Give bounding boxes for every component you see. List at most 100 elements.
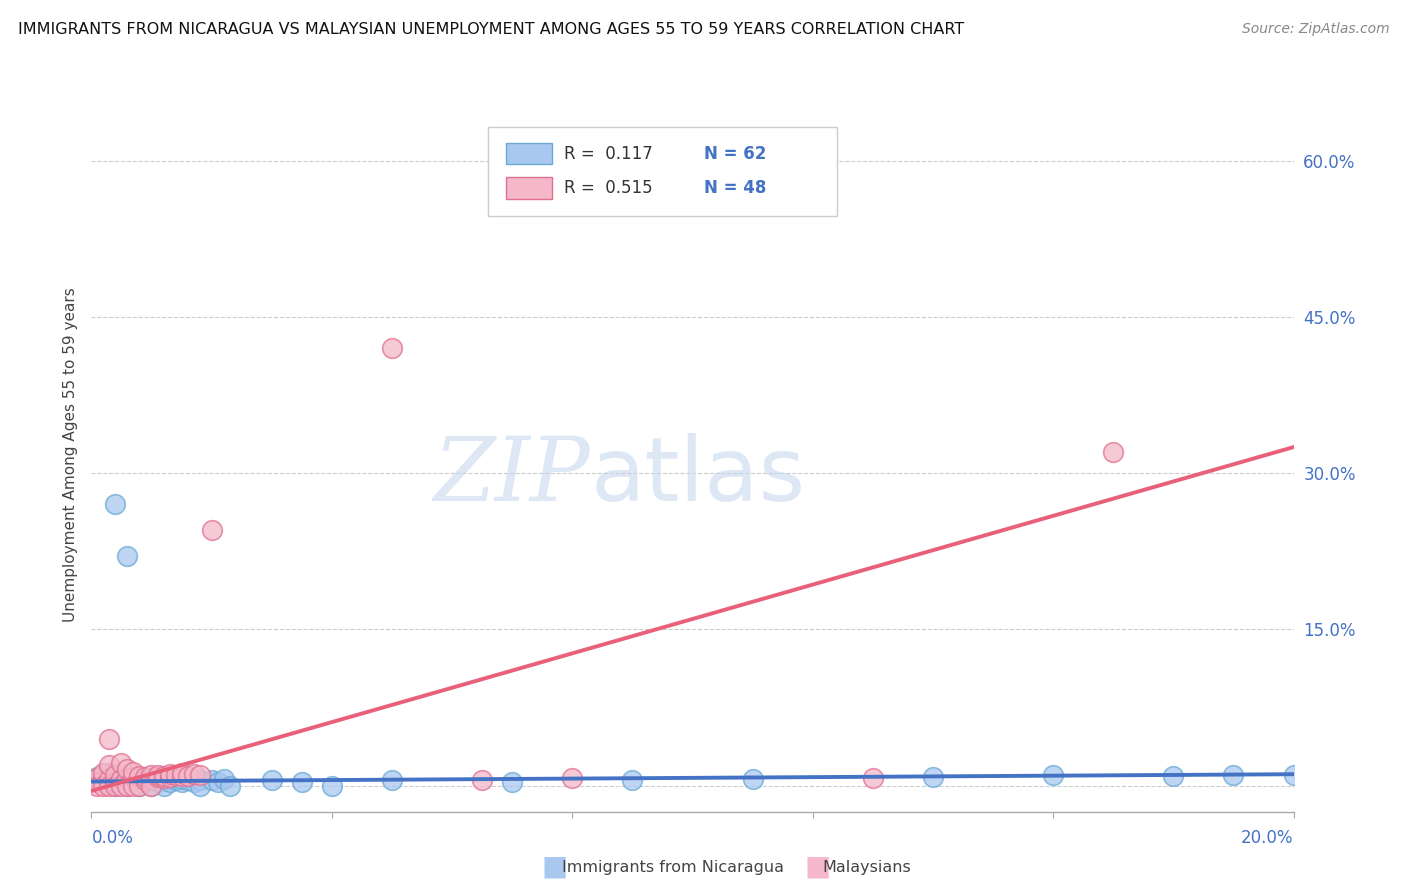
Point [152,769,174,783]
Point [110,772,132,786]
Point [621,773,644,788]
Point [86,770,108,784]
Point [291,774,314,789]
Point [159,774,181,789]
Point [98,731,121,746]
Point [117,762,139,776]
Point [170,766,193,780]
Text: atlas: atlas [591,433,806,520]
Point [381,341,404,355]
Point [134,774,156,789]
Point [321,779,343,793]
Point [134,770,156,784]
Point [93,779,115,793]
Y-axis label: Unemployment Among Ages 55 to 59 years: Unemployment Among Ages 55 to 59 years [62,287,77,623]
Point [86,772,108,786]
Point [1161,769,1184,783]
Point [381,773,404,788]
Point [741,195,763,210]
Point [98,772,121,787]
Text: R =  0.515: R = 0.515 [564,179,652,197]
Point [152,773,174,788]
Point [98,779,121,793]
Point [159,772,181,787]
Text: Immigrants from Nicaragua: Immigrants from Nicaragua [562,860,785,874]
Point [170,769,193,783]
Point [212,772,235,787]
Text: ■: ■ [541,853,568,881]
Point [104,775,127,789]
Point [501,774,523,789]
Point [104,497,127,511]
Point [93,766,115,780]
Text: N = 48: N = 48 [704,179,766,197]
Point [110,773,132,788]
Point [201,773,224,788]
Text: Malaysians: Malaysians [823,860,911,874]
Point [128,772,150,786]
Point [98,766,121,780]
Point [141,779,163,793]
Point [128,772,150,787]
Point [159,767,181,781]
Text: 0.0%: 0.0% [91,829,134,847]
Point [93,768,115,782]
Point [93,773,115,788]
Point [1282,768,1305,782]
Point [98,757,121,772]
Point [141,772,163,787]
Point [117,774,139,789]
Text: Source: ZipAtlas.com: Source: ZipAtlas.com [1241,22,1389,37]
Text: N = 62: N = 62 [704,145,766,162]
Point [110,772,132,787]
FancyBboxPatch shape [488,127,837,216]
Point [170,774,193,789]
Point [146,770,169,784]
Point [104,769,127,783]
Point [260,773,283,788]
Point [922,770,945,784]
Text: IMMIGRANTS FROM NICARAGUA VS MALAYSIAN UNEMPLOYMENT AMONG AGES 55 TO 59 YEARS CO: IMMIGRANTS FROM NICARAGUA VS MALAYSIAN U… [18,22,965,37]
Point [122,774,145,789]
Point [104,768,127,782]
Point [146,772,169,786]
Point [141,773,163,788]
Point [471,773,494,788]
Point [98,774,121,789]
Point [183,767,205,781]
Point [117,772,139,787]
Point [110,768,132,782]
Point [218,779,240,793]
Point [165,773,187,788]
Point [128,779,150,793]
Text: ZIP: ZIP [433,433,591,520]
Point [201,524,224,538]
Point [110,774,132,789]
Point [146,768,169,782]
Point [117,779,139,793]
Point [86,774,108,789]
Point [104,779,127,793]
Point [159,770,181,784]
Text: 20.0%: 20.0% [1241,829,1294,847]
Point [86,779,108,793]
Point [93,772,115,787]
FancyBboxPatch shape [506,143,551,164]
Point [93,775,115,789]
Point [183,774,205,789]
Point [165,772,187,786]
Point [98,772,121,787]
Point [862,772,884,786]
Point [122,770,145,784]
Point [104,774,127,789]
Point [741,772,763,787]
Point [141,772,163,786]
Point [1102,445,1125,459]
Point [1042,768,1064,782]
Point [146,774,169,789]
Point [188,779,211,793]
Point [122,773,145,788]
Point [176,769,198,783]
Point [104,772,127,786]
Point [117,779,139,793]
